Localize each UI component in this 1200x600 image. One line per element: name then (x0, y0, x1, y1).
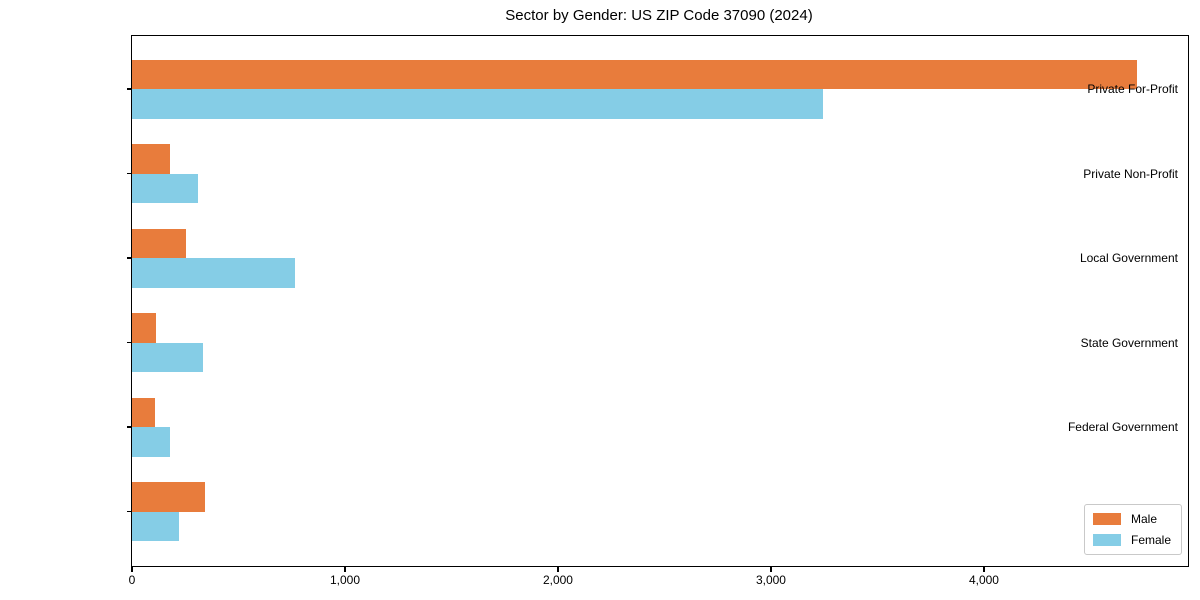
bar-female (132, 258, 295, 288)
legend: Male Female (1083, 504, 1182, 555)
x-tick-mark (131, 567, 133, 573)
legend-swatch-female (1092, 534, 1121, 546)
x-tick-mark (770, 567, 772, 573)
y-tick-mark (127, 172, 132, 175)
x-tick-mark (344, 567, 346, 573)
x-tick-label: 2,000 (542, 573, 573, 587)
legend-label: Female (1130, 533, 1171, 547)
x-tick-label: 3,000 (755, 573, 786, 587)
bar-female (132, 89, 824, 119)
x-tick-label: 0 (128, 573, 136, 587)
y-tick-mark (127, 341, 132, 344)
x-tick-mark (557, 567, 559, 573)
bar-female (132, 427, 171, 457)
legend-label: Male (1130, 512, 1157, 526)
bar-male (132, 397, 156, 427)
y-tick-mark (127, 257, 132, 259)
legend-swatch-male (1092, 513, 1121, 525)
y-tick-label: Federal Government (1067, 420, 1178, 434)
legend-item-female: Female (1092, 533, 1171, 547)
y-tick-mark (127, 88, 132, 90)
bar-male (132, 59, 1138, 89)
y-tick-mark (127, 510, 132, 513)
x-tick-mark (983, 567, 985, 573)
bar-female (132, 511, 179, 541)
bar-female (132, 173, 199, 203)
x-tick-label: 4,000 (968, 573, 999, 587)
y-tick-label: Private For-Profit (1087, 82, 1178, 96)
x-tick-label: 1,000 (329, 573, 360, 587)
y-tick-mark (127, 426, 132, 428)
bar-male (132, 144, 171, 174)
y-tick-label: Private Non-Profit (1083, 166, 1178, 181)
y-tick-label: State Government (1080, 335, 1178, 350)
bar-male (132, 228, 187, 258)
bar-male (132, 313, 157, 343)
bar-female (132, 342, 204, 372)
y-tick-label: Local Government (1079, 251, 1178, 265)
bar-male (132, 482, 206, 512)
chart-title: Sector by Gender: US ZIP Code 37090 (202… (505, 7, 813, 24)
plot-area: Private For-Profit Private Non-Profit Loca… (127, 35, 1189, 587)
legend-item-male: Male (1092, 512, 1171, 526)
